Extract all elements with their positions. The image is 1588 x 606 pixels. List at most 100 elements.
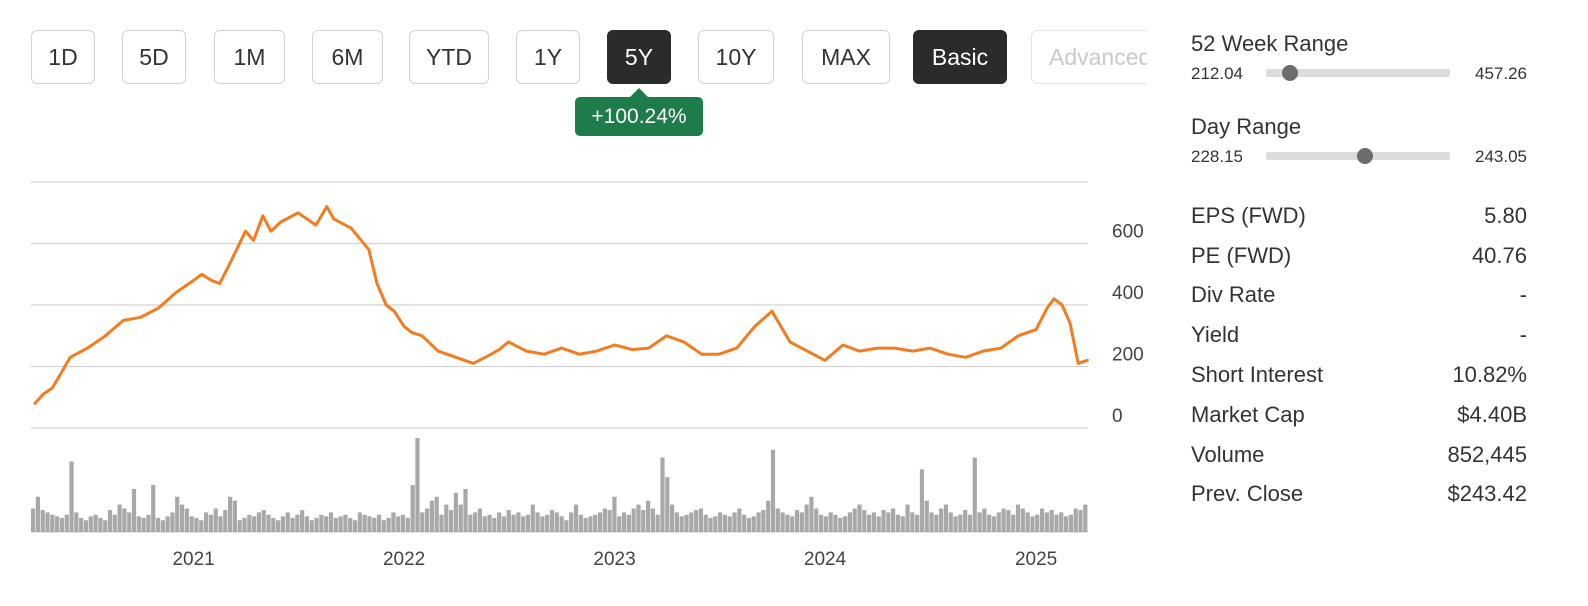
volume-bar (179, 504, 185, 532)
volume-bar (823, 516, 828, 532)
volume-bar (242, 517, 247, 532)
volume-bar (381, 520, 386, 532)
volume-bar (775, 508, 780, 532)
volume-bar (391, 512, 396, 532)
stats-panel: 52 Week Range 212.04 457.26 Day Range 22… (1191, 28, 1527, 506)
volume-bar (280, 516, 286, 532)
day-range-label: Day Range (1191, 114, 1302, 139)
volume-bar (535, 512, 540, 532)
period-button-ytd[interactable]: YTD (409, 30, 489, 84)
volume-bar (905, 504, 910, 532)
volume-bar (429, 500, 434, 532)
volume-bar (636, 504, 641, 532)
stat-short-interest: Short Interest 10.82% (1191, 355, 1527, 395)
period-button-5d[interactable]: 5D (122, 30, 186, 84)
volume-bar (439, 514, 444, 532)
volume-bar (59, 517, 65, 532)
52-week-high: 457.26 (1475, 64, 1527, 83)
volume-bar (818, 514, 824, 532)
volume-bar (948, 512, 953, 532)
volume-bar (160, 520, 165, 532)
volume-bar (194, 517, 199, 532)
volume-bar (501, 516, 507, 532)
volume-bar (521, 516, 526, 532)
volume-bar (660, 457, 665, 532)
volume-bar (929, 512, 934, 532)
volume-bar (982, 508, 987, 532)
stat-label: Prev. Close (1191, 481, 1304, 507)
volume-bar (910, 512, 915, 532)
x-tick-label: 2025 (1015, 549, 1057, 570)
volume-bar (1006, 510, 1011, 532)
volume-bar (1025, 512, 1030, 532)
volume-bar (621, 512, 627, 532)
volume-bar (357, 512, 362, 532)
volume-bar (1073, 508, 1078, 532)
volume-bar (434, 496, 439, 532)
stat-label: Yield (1191, 322, 1240, 348)
stat-value: $243.42 (1447, 481, 1527, 507)
grid (31, 181, 1088, 533)
volume-bar (223, 510, 228, 532)
mode-button-basic[interactable]: Basic (913, 30, 1007, 84)
y-tick-label: 600 (1112, 222, 1144, 243)
volume-bar (247, 514, 252, 532)
period-button-5y[interactable]: 5Y (607, 30, 671, 84)
volume-bar (1059, 512, 1064, 532)
volume-bar (746, 517, 752, 532)
volume-bar (737, 508, 742, 532)
volume-bar (943, 504, 949, 532)
volume-bar (972, 457, 977, 532)
volume-bar (141, 517, 146, 532)
volume-bar (694, 510, 699, 532)
volume-bar (1063, 516, 1069, 532)
period-button-1y[interactable]: 1Y (516, 30, 580, 84)
volume-bar (650, 508, 655, 532)
stat-label: Volume (1191, 441, 1265, 467)
volume-bar (996, 512, 1001, 532)
volume-bar (665, 477, 670, 532)
key-stats: EPS (FWD) 5.80 PE (FWD) 40.76 Div Rate - Yi… (1191, 196, 1527, 514)
period-button-1m[interactable]: 1M (214, 30, 285, 84)
mode-button-advanced[interactable]: Advanced (1031, 30, 1147, 84)
volume-bar (45, 512, 50, 532)
volume-bar (1083, 504, 1088, 532)
volume-bar (69, 461, 74, 532)
volume-bar (88, 516, 93, 532)
volume-bar (448, 510, 454, 532)
volume-bar (679, 516, 684, 532)
stat-value: - (1519, 322, 1527, 348)
volume-bar (540, 516, 545, 532)
stat-prev-close: Prev. Close $243.42 (1191, 475, 1527, 515)
x-axis: 2021 2022 2023 2024 2025 (172, 549, 1057, 570)
period-button-10y[interactable]: 10Y (698, 30, 774, 84)
volume-bar (372, 517, 377, 532)
volume-bar (420, 512, 425, 532)
volume-bar (1030, 516, 1035, 532)
volume-bar (362, 514, 367, 532)
period-button-6m[interactable]: 6M (312, 30, 383, 84)
volume-bar (386, 517, 391, 532)
volume-bar (569, 512, 574, 532)
volume-bar (64, 514, 69, 532)
volume-bar (588, 516, 593, 532)
volume-bar (400, 514, 406, 532)
volume-bar (751, 516, 756, 532)
volume-bar (655, 514, 660, 532)
volume-bar (833, 514, 838, 532)
volume-bar (866, 514, 872, 532)
volume-bar (842, 516, 848, 532)
volume-bar (732, 512, 737, 532)
day-range-marker (1357, 148, 1374, 164)
volume-bar (967, 514, 973, 532)
volume-bar (203, 512, 209, 532)
volume-bar (319, 514, 324, 532)
52-week-range-track (1266, 65, 1450, 81)
period-button-1d[interactable]: 1D (31, 30, 95, 84)
volume-bar (1039, 508, 1045, 532)
period-button-max[interactable]: MAX (802, 30, 890, 84)
volume-bar (674, 512, 680, 532)
volume-bar (670, 504, 675, 532)
volume-bar (718, 512, 723, 532)
volume-bar (1054, 514, 1059, 532)
